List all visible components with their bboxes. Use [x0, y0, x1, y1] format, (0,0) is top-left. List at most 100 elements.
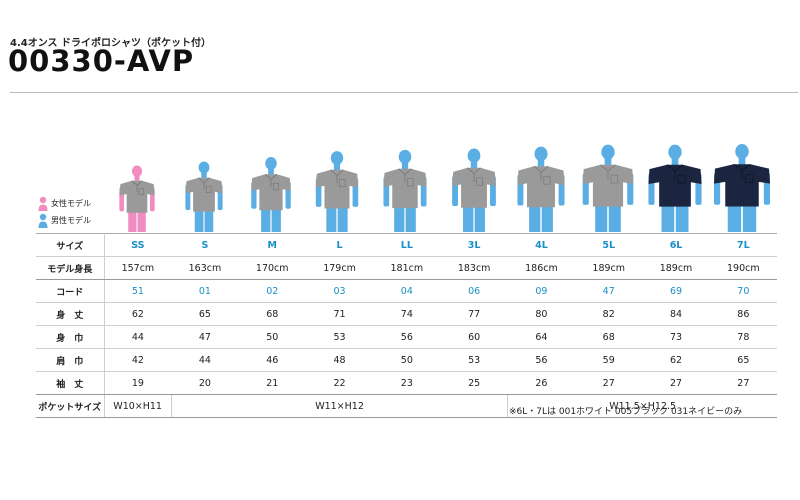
length-cell: 65	[171, 302, 239, 326]
length-cell: 77	[440, 302, 508, 326]
size-cell: L	[305, 233, 374, 257]
size-table: サイズ SS S M L LL 3L 4L 5L 6L 7L モデル身長 157cm 163cm 17…	[36, 233, 777, 418]
model-height-cell: 170cm	[238, 256, 306, 280]
code-cell: 09	[507, 279, 576, 303]
width-cell: 64	[507, 325, 576, 349]
width-row: 身 巾 44 47 50 53 56 60 64 68 73 78	[36, 325, 777, 349]
code-cell: 47	[575, 279, 643, 303]
sleeve-cell: 19	[104, 371, 172, 395]
legend-female-label: 女性モデル	[51, 199, 91, 208]
code-cell: 06	[440, 279, 508, 303]
model-height-cell: 186cm	[507, 256, 576, 280]
model-figure	[578, 140, 638, 232]
shoulder-cell: 48	[305, 348, 374, 372]
size-row: サイズ SS S M L LL 3L 4L 5L 6L 7L	[36, 233, 777, 257]
male-model-icon	[383, 149, 427, 232]
row-header-model-height: モデル身長	[36, 256, 105, 280]
shoulder-cell: 62	[642, 348, 710, 372]
model-height-cell: 179cm	[305, 256, 374, 280]
length-cell: 82	[575, 302, 643, 326]
row-header-pocket: ポケットサイズ	[36, 394, 105, 418]
model-figure	[307, 140, 367, 232]
male-model-icon	[251, 157, 291, 232]
pocket-cell: W11.5×H12.5	[507, 394, 777, 418]
shoulder-cell: 42	[104, 348, 172, 372]
male-model-icon	[38, 213, 48, 228]
model-height-row: モデル身長 157cm 163cm 170cm 179cm 181cm 183cm 186c…	[36, 256, 777, 280]
code-cell: 70	[709, 279, 777, 303]
pocket-cell: W10×H11	[104, 394, 172, 418]
legend-male-label: 男性モデル	[51, 216, 91, 225]
model-figure	[107, 140, 167, 232]
code-cell: 69	[642, 279, 710, 303]
male-model-icon	[648, 144, 702, 232]
size-cell: 4L	[507, 233, 576, 257]
male-model-icon	[185, 161, 223, 232]
length-cell: 84	[642, 302, 710, 326]
length-cell: 68	[238, 302, 306, 326]
sleeve-cell: 23	[373, 371, 441, 395]
sleeve-cell: 27	[575, 371, 643, 395]
model-figure	[444, 140, 504, 232]
size-cell: LL	[373, 233, 441, 257]
row-header-shoulder: 肩 巾	[36, 348, 105, 372]
female-model-icon	[119, 165, 155, 232]
model-height-cell: 163cm	[171, 256, 239, 280]
male-model-icon	[714, 144, 770, 232]
row-header-width: 身 巾	[36, 325, 105, 349]
male-model-icon	[517, 146, 565, 232]
width-cell: 78	[709, 325, 777, 349]
size-cell: 6L	[642, 233, 710, 257]
width-cell: 50	[238, 325, 306, 349]
code-cell: 02	[238, 279, 306, 303]
width-cell: 47	[171, 325, 239, 349]
sleeve-cell: 25	[440, 371, 508, 395]
model-height-cell: 157cm	[104, 256, 172, 280]
legend-female: 女性モデル	[37, 195, 91, 212]
model-height-cell: 181cm	[373, 256, 441, 280]
shoulder-cell: 50	[373, 348, 441, 372]
model-height-cell: 189cm	[575, 256, 643, 280]
shoulder-cell: 65	[709, 348, 777, 372]
shoulder-cell: 56	[507, 348, 576, 372]
width-cell: 73	[642, 325, 710, 349]
model-figure	[375, 140, 435, 232]
sleeve-cell: 26	[507, 371, 576, 395]
size-cell: S	[171, 233, 239, 257]
shoulder-cell: 44	[171, 348, 239, 372]
model-height-cell: 190cm	[709, 256, 777, 280]
sleeve-cell: 20	[171, 371, 239, 395]
code-cell: 01	[171, 279, 239, 303]
model-height-cell: 189cm	[642, 256, 710, 280]
header-divider	[10, 92, 798, 93]
width-cell: 68	[575, 325, 643, 349]
model-figure	[712, 140, 772, 232]
code-row: コード 51 01 02 03 04 06 09 47 69 70	[36, 279, 777, 303]
pocket-cell: W11×H12	[171, 394, 509, 418]
sleeve-cell: 27	[709, 371, 777, 395]
row-header-length: 身 丈	[36, 302, 105, 326]
model-figures	[0, 140, 800, 232]
male-model-icon	[582, 144, 634, 232]
length-row: 身 丈 62 65 68 71 74 77 80 82 84 86	[36, 302, 777, 326]
model-number-title: 00330-AVP	[8, 44, 195, 78]
shoulder-cell: 46	[238, 348, 306, 372]
shoulder-row: 肩 巾 42 44 46 48 50 53 56 59 62 65	[36, 348, 777, 372]
male-model-icon	[452, 148, 496, 232]
row-header-size: サイズ	[36, 233, 105, 257]
female-model-icon	[38, 196, 48, 211]
size-cell: SS	[104, 233, 172, 257]
width-cell: 56	[373, 325, 441, 349]
sleeve-cell: 27	[642, 371, 710, 395]
model-figure	[174, 140, 234, 232]
shoulder-cell: 53	[440, 348, 508, 372]
width-cell: 53	[305, 325, 374, 349]
model-figure	[511, 140, 571, 232]
width-cell: 44	[104, 325, 172, 349]
row-header-code: コード	[36, 279, 105, 303]
length-cell: 74	[373, 302, 441, 326]
size-cell: M	[238, 233, 306, 257]
row-header-sleeve: 袖 丈	[36, 371, 105, 395]
legend: 女性モデル 男性モデル	[37, 195, 91, 229]
model-height-cell: 183cm	[440, 256, 508, 280]
